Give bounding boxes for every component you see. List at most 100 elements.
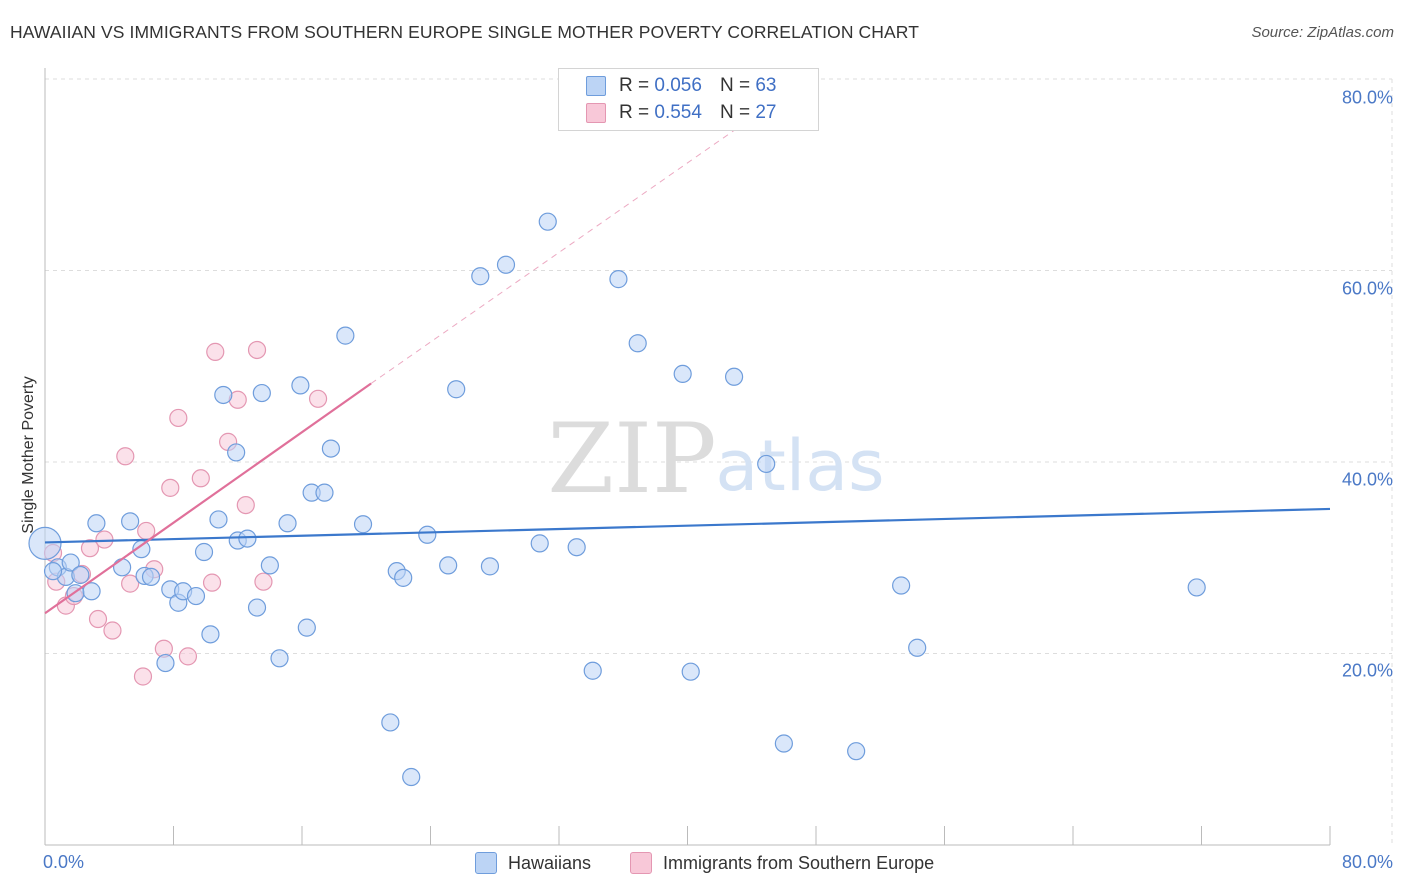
y-tick-label-20: 20.0% [1341, 660, 1393, 681]
legend-swatch-pink [586, 103, 606, 123]
data-point [774, 734, 793, 753]
legend-item-hawaiians: Hawaiians [475, 852, 591, 874]
data-point [908, 638, 927, 657]
x-tick-label-min: 0.0% [43, 852, 85, 872]
data-point [227, 443, 246, 462]
data-point [530, 534, 549, 553]
trend-line-immigrants [44, 382, 372, 615]
data-point [28, 526, 62, 560]
correlation-legend: R = 0.056 N = 63 R = 0.554 N = 27 [558, 68, 819, 131]
data-point [247, 598, 267, 617]
data-point [161, 478, 180, 497]
data-point [757, 454, 776, 474]
legend-n-value: 63 [755, 75, 777, 96]
data-point [496, 255, 516, 274]
legend-n-label: N = [719, 75, 751, 96]
source-label: Source: ZipAtlas.com [1251, 24, 1394, 41]
data-point [87, 514, 106, 533]
data-point [480, 557, 500, 576]
legend-row-immigrants: R = 0.554 N = 27 [586, 102, 776, 124]
data-point [201, 625, 220, 644]
data-point [1187, 578, 1206, 597]
data-point [71, 565, 90, 585]
legend-r-value: 0.554 [654, 102, 702, 123]
data-point [43, 562, 63, 581]
watermark: ZIP atlas [547, 403, 884, 515]
data-point [178, 647, 198, 666]
data-point [297, 618, 316, 637]
data-point [892, 576, 911, 595]
watermark-atlas: atlas [715, 425, 884, 507]
data-point [214, 385, 233, 405]
data-point [238, 529, 257, 548]
trend-lines [44, 112, 1331, 615]
data-point [169, 408, 188, 428]
data-point [103, 621, 122, 640]
data-point [321, 439, 341, 458]
data-point [567, 538, 586, 557]
data-point [80, 539, 100, 558]
data-point [583, 661, 602, 680]
hawaiians-points [28, 212, 1206, 787]
data-point [133, 667, 153, 686]
legend-swatch-blue [475, 852, 497, 874]
data-point [95, 530, 114, 549]
data-point [278, 514, 297, 533]
data-point [418, 525, 437, 544]
data-point [209, 510, 228, 529]
data-point [141, 567, 161, 587]
data-point [628, 334, 647, 353]
trend-line-hawaiians [44, 507, 1331, 544]
data-point [116, 447, 135, 466]
data-point [402, 767, 421, 787]
data-point [206, 342, 225, 361]
data-point [61, 553, 80, 572]
data-point [381, 713, 400, 732]
data-point [121, 574, 140, 593]
legend-row-hawaiians: R = 0.056 N = 63 [586, 75, 776, 97]
data-point [336, 326, 355, 345]
data-point [82, 582, 101, 601]
y-tick-label-60: 60.0% [1341, 278, 1393, 299]
data-point [673, 364, 692, 384]
data-point [308, 389, 328, 408]
axes [44, 68, 1331, 846]
legend-item-immigrants: Immigrants from Southern Europe [630, 852, 934, 874]
data-point [609, 270, 628, 289]
legend-swatch-pink [630, 852, 652, 874]
legend-r-label: R = [619, 75, 650, 96]
data-point [156, 653, 175, 673]
trend-line-immigrants-extension [370, 112, 761, 384]
x-tick-label-max: 80.0% [1341, 852, 1393, 872]
y-tick-label-80: 80.0% [1341, 87, 1393, 108]
data-point [252, 383, 271, 403]
data-point [447, 380, 466, 399]
data-point [538, 212, 557, 231]
data-point [260, 556, 279, 575]
legend-n-label: N = [719, 102, 751, 123]
legend-n-value: 27 [755, 102, 777, 123]
data-point [847, 742, 866, 761]
legend-r-label: R = [619, 102, 650, 123]
data-point [724, 367, 744, 386]
data-point [471, 267, 490, 286]
data-point [315, 483, 334, 502]
data-point [291, 376, 310, 395]
data-point [194, 542, 214, 562]
series-legend: Hawaiians Immigrants from Southern Europ… [0, 852, 1406, 876]
data-point [121, 512, 140, 531]
y-tick-label-40: 40.0% [1341, 469, 1393, 490]
data-point [112, 558, 132, 577]
data-point [247, 340, 267, 360]
legend-label-immigrants: Immigrants from Southern Europe [663, 852, 935, 873]
data-point [254, 572, 273, 591]
watermark-zip: ZIP [547, 403, 716, 515]
data-point [394, 568, 413, 587]
data-point [186, 586, 206, 606]
data-point [439, 556, 458, 575]
data-point [191, 469, 210, 488]
data-point [88, 609, 108, 629]
y-axis-label: Single Mother Poverty [20, 376, 37, 534]
legend-r-value: 0.056 [654, 75, 702, 96]
